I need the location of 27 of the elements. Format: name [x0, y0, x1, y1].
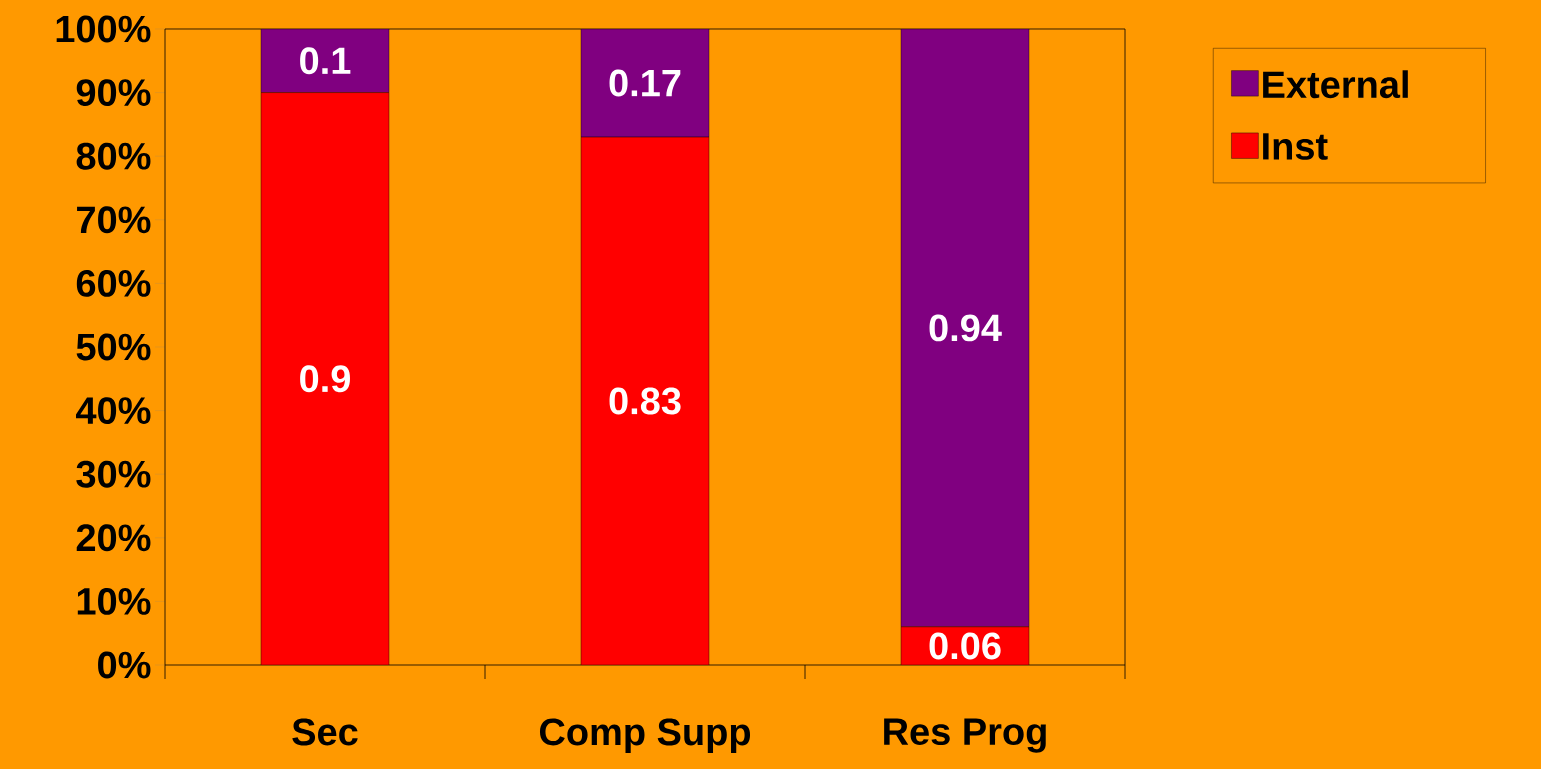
y-tick-label: 50% — [76, 333, 151, 361]
data-label: 0.9 — [300, 365, 350, 393]
bar — [900, 28, 1030, 628]
legend-label: Inst — [1263, 133, 1328, 160]
y-tick-label: 30% — [76, 460, 151, 488]
data-label: 0.94 — [929, 314, 1002, 342]
y-tick-label: 40% — [76, 397, 151, 425]
y-tick-label: 90% — [76, 79, 151, 107]
y-tick-label: 80% — [76, 142, 151, 170]
bar — [580, 136, 710, 665]
data-label: 0.1 — [300, 47, 351, 75]
y-tick-label: 100% — [56, 15, 151, 43]
legend-label: External — [1263, 70, 1408, 99]
y-tick-label: 60% — [76, 269, 151, 297]
bar — [260, 92, 390, 665]
data-label: 0.17 — [609, 69, 681, 97]
y-tick-label: 70% — [77, 206, 151, 234]
y-tick-label: 10% — [77, 587, 151, 615]
x-tick-label: Comp Supp — [539, 718, 751, 753]
y-tick-label: 0% — [98, 651, 151, 679]
data-label: 0.06 — [929, 632, 1001, 660]
x-tick-label: Sec — [292, 718, 358, 746]
x-tick-label: Res Prog — [884, 718, 1046, 753]
bar — [580, 28, 710, 138]
bar — [260, 28, 390, 93]
y-tick-label: 20% — [76, 524, 151, 552]
data-label: 0.83 — [609, 387, 681, 415]
